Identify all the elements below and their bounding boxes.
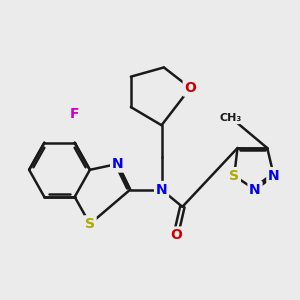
- Text: F: F: [70, 107, 80, 121]
- Text: O: O: [184, 81, 196, 95]
- Text: S: S: [229, 169, 239, 183]
- Text: N: N: [156, 183, 167, 196]
- Text: N: N: [249, 183, 261, 196]
- Text: N: N: [268, 169, 280, 183]
- Text: N: N: [112, 157, 123, 171]
- Text: O: O: [170, 228, 182, 242]
- Text: S: S: [85, 217, 95, 231]
- Text: CH₃: CH₃: [220, 112, 242, 123]
